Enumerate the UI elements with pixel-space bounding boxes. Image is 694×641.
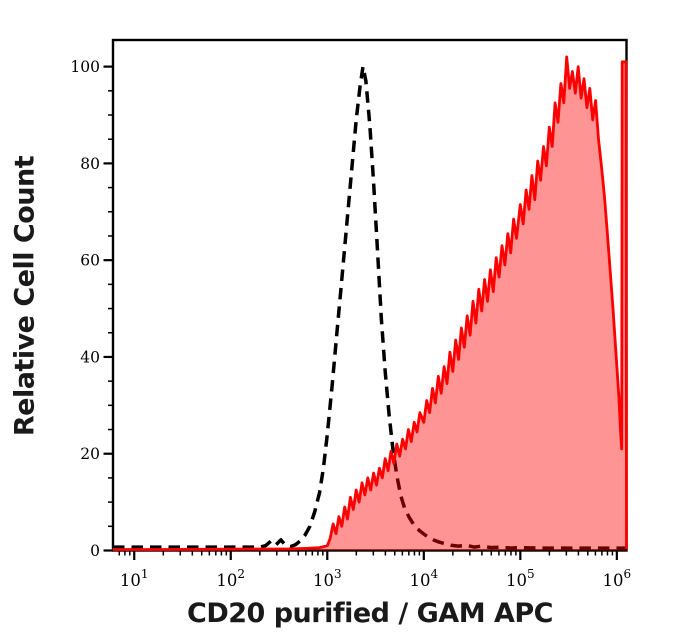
- y-tick-label: 20: [80, 445, 100, 463]
- x-tick-label: 105: [506, 567, 535, 590]
- y-tick-label: 60: [80, 252, 100, 270]
- x-tick-label: 101: [120, 567, 149, 590]
- x-tick-label: 103: [313, 567, 342, 590]
- cd20-stained-curve-fill: [113, 56, 627, 551]
- y-tick-label: 80: [80, 155, 100, 173]
- x-tick-label: 104: [409, 567, 438, 590]
- y-tick-label: 0: [90, 542, 100, 560]
- y-tick-label: 100: [70, 58, 100, 76]
- x-axis-title: CD20 purified / GAM APC: [187, 598, 553, 629]
- x-tick-label: 106: [603, 567, 632, 590]
- x-tick-label: 102: [216, 567, 245, 590]
- y-axis-title: Relative Cell Count: [9, 155, 41, 437]
- y-tick-label: 40: [80, 348, 100, 366]
- negative-control-curve-line: [113, 64, 627, 550]
- cd20-stained-curve-line: [113, 55, 628, 551]
